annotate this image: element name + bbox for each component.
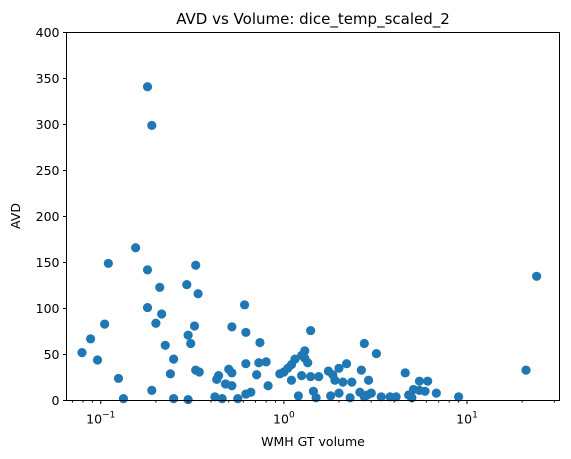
data-point-19 (85, 334, 96, 344)
data-point-68 (147, 385, 157, 395)
data-point-12 (100, 319, 110, 329)
y-tick-label: 0 (52, 393, 60, 408)
data-point-35 (261, 357, 271, 367)
y-tick-label: 200 (36, 209, 60, 224)
data-point-39 (252, 370, 262, 380)
data-point-7 (182, 279, 192, 290)
data-point-56 (341, 359, 352, 369)
y-tick-label: 100 (36, 301, 60, 316)
data-point-25 (92, 355, 103, 365)
y-tick-label: 350 (36, 71, 60, 86)
data-point-36 (165, 369, 175, 379)
x-tick-label: 100 (273, 411, 295, 427)
y-tick-label: 150 (36, 255, 60, 270)
data-point-5 (191, 260, 201, 270)
data-point-54 (330, 375, 340, 385)
data-point-18 (306, 325, 316, 336)
data-point-49 (297, 371, 307, 381)
data-point-48 (286, 375, 297, 385)
data-point-65 (400, 368, 410, 378)
data-point-96 (454, 392, 464, 402)
data-point-72 (334, 388, 344, 398)
data-point-67 (423, 376, 433, 386)
data-point-64 (263, 381, 273, 391)
data-point-91 (376, 392, 386, 402)
data-point-79 (431, 388, 441, 398)
data-point-61 (113, 373, 124, 384)
data-point-15 (227, 322, 237, 332)
data-point-66 (414, 376, 425, 386)
data-point-88 (326, 391, 336, 401)
data-point-47 (303, 358, 313, 368)
data-point-34 (254, 358, 264, 368)
data-point-90 (359, 392, 369, 402)
data-point-33 (241, 359, 251, 369)
y-axis-ticks: 0 50 100 150 200 250 300 350 400 (36, 25, 67, 408)
data-point-4 (142, 265, 153, 275)
data-point-14 (189, 321, 200, 331)
data-point-24 (77, 348, 87, 358)
x-tick-label: 10−1 (86, 411, 115, 427)
data-point-83 (210, 392, 220, 402)
data-points (77, 82, 542, 405)
data-point-1 (147, 120, 157, 131)
data-point-8 (193, 289, 203, 299)
data-point-85 (233, 394, 243, 404)
data-point-9 (239, 300, 250, 310)
data-point-30 (194, 367, 204, 377)
data-point-10 (142, 302, 153, 313)
x-axis-label: WMH GT volume (261, 434, 365, 449)
data-point-60 (363, 375, 374, 385)
data-point-98 (532, 271, 542, 281)
data-point-59 (356, 365, 366, 375)
data-point-20 (160, 340, 170, 350)
data-point-16 (183, 330, 193, 340)
data-point-86 (293, 391, 303, 401)
data-point-32 (227, 368, 237, 378)
data-point-82 (183, 394, 193, 405)
data-point-63 (227, 381, 237, 391)
data-point-13 (151, 318, 161, 328)
data-point-11 (157, 309, 167, 319)
data-point-26 (169, 354, 179, 364)
data-point-75 (366, 388, 376, 398)
data-point-51 (314, 371, 324, 382)
data-point-57 (338, 377, 348, 387)
y-tick-label: 250 (36, 163, 60, 178)
data-point-23 (359, 338, 369, 349)
data-point-6 (155, 282, 165, 292)
data-point-93 (391, 392, 401, 402)
x-tick-label: 101 (456, 411, 478, 427)
data-point-0 (142, 82, 153, 92)
data-point-28 (371, 348, 381, 359)
data-point-38 (212, 374, 222, 384)
data-point-50 (306, 371, 316, 382)
data-point-97 (521, 365, 531, 375)
data-point-2 (131, 243, 141, 253)
data-point-78 (420, 386, 430, 396)
y-tick-label: 400 (36, 25, 60, 40)
y-tick-label: 300 (36, 117, 60, 132)
data-point-55 (334, 363, 344, 373)
data-point-70 (246, 387, 256, 397)
data-point-21 (186, 338, 196, 349)
data-point-81 (169, 394, 179, 404)
x-axis-ticks: 10−1 100 101 (71, 400, 555, 427)
chart-title: AVD vs Volume: dice_temp_scaled_2 (176, 10, 450, 29)
data-point-22 (255, 337, 265, 348)
y-axis-label: AVD (8, 203, 23, 229)
data-point-17 (241, 327, 251, 338)
data-point-84 (217, 394, 227, 404)
y-tick-label: 50 (44, 347, 60, 362)
plot-frame (66, 32, 560, 401)
data-point-3 (103, 258, 113, 269)
data-point-58 (347, 377, 357, 387)
data-point-80 (118, 394, 129, 404)
